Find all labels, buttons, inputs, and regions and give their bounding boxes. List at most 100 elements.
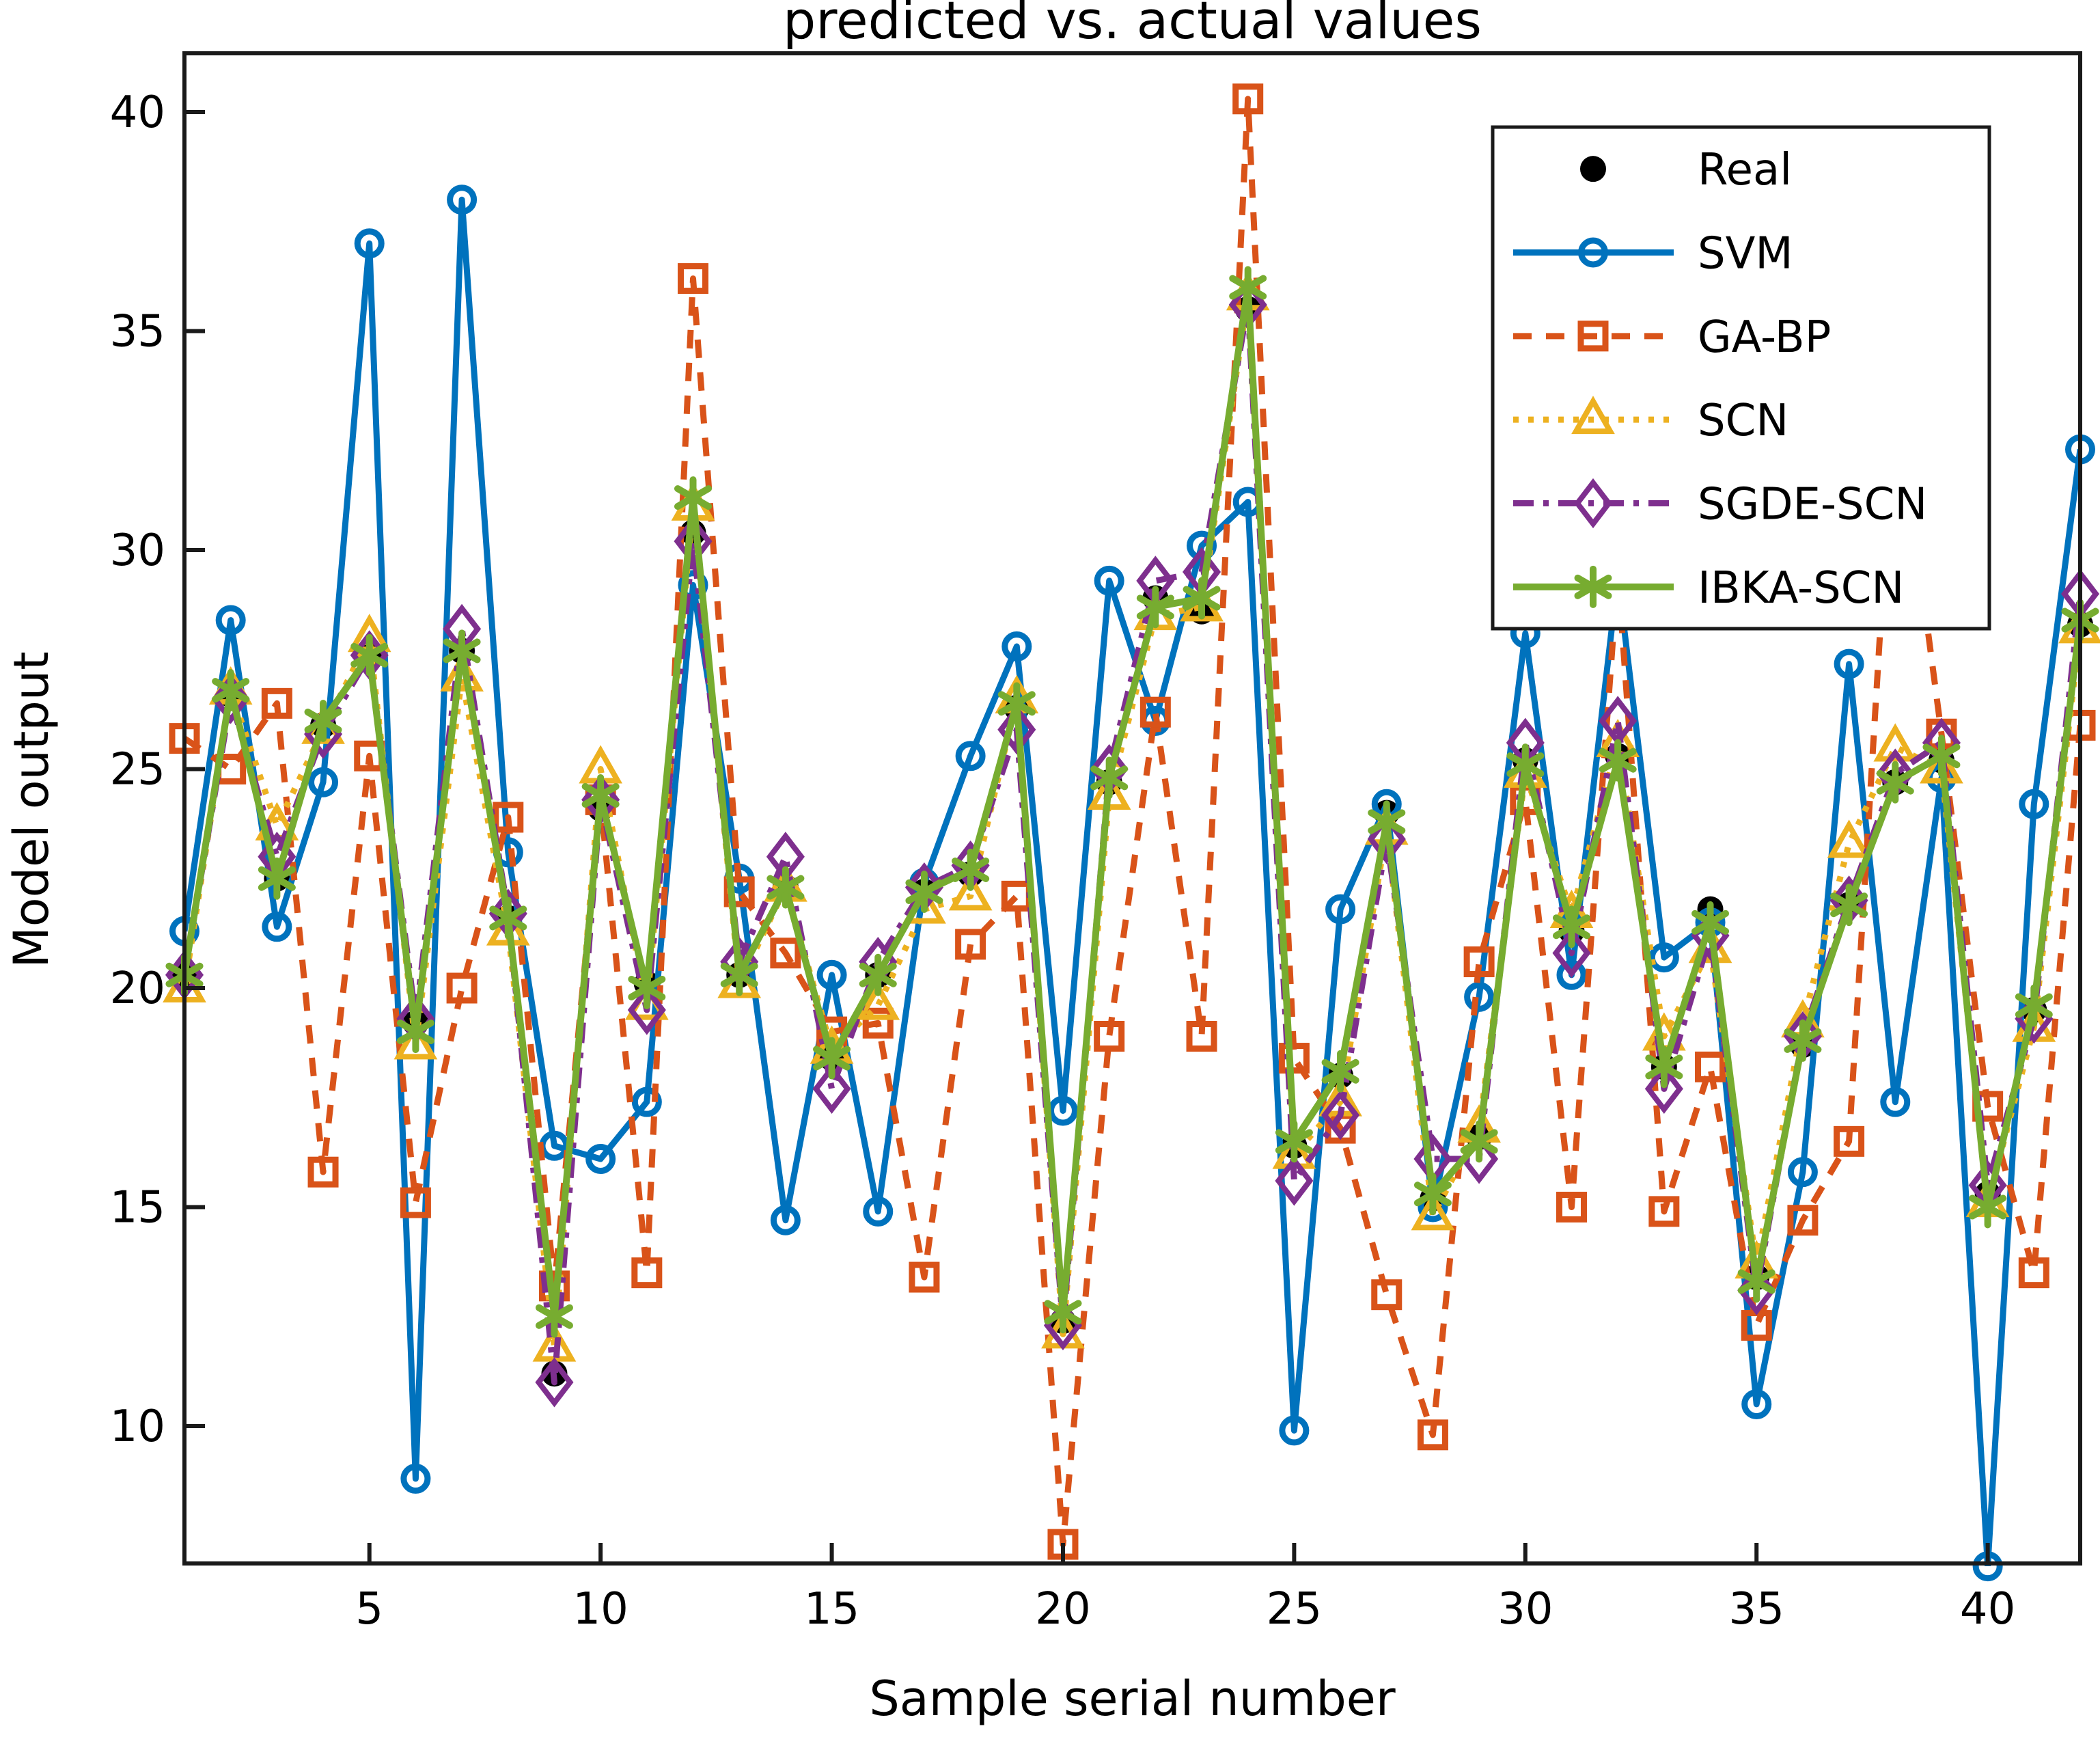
- asterisk-marker: [1737, 1269, 1776, 1294]
- asterisk-marker: [1090, 765, 1129, 791]
- x-tick-label: 15: [804, 1584, 859, 1635]
- chart-title: predicted vs. actual values: [783, 0, 1482, 51]
- square-marker: [1577, 320, 1609, 352]
- circle-marker: [816, 959, 847, 990]
- diamond-marker: [1552, 928, 1591, 979]
- diamond-marker: [1275, 1156, 1314, 1206]
- y-tick-label: 15: [110, 1183, 165, 1233]
- diamond-marker: [1321, 1090, 1360, 1140]
- ibka-scn-line: [183, 284, 2082, 1320]
- legend-label: SVM: [1698, 229, 1793, 279]
- circle-marker: [1741, 1389, 1772, 1419]
- square-marker: [1417, 1419, 1448, 1451]
- triangle-marker: [1827, 819, 1871, 858]
- asterisk-marker: [1784, 1028, 1822, 1053]
- circle-marker: [1094, 565, 1124, 596]
- circle-marker: [1834, 648, 1864, 679]
- diamond-marker: [1367, 814, 1406, 864]
- y-tick-label: 30: [110, 525, 165, 576]
- asterisk-marker: [1368, 809, 1406, 834]
- legend-entry-real: Real: [1580, 145, 1792, 195]
- y-tick-label: 25: [110, 745, 165, 795]
- square-marker: [1371, 1279, 1403, 1311]
- diamond-marker: [997, 705, 1036, 755]
- square-marker: [1139, 696, 1171, 728]
- plot-border: [182, 51, 2082, 1566]
- triangle-marker: [948, 872, 993, 911]
- square-marker: [1463, 946, 1495, 978]
- legend-label: IBKA-SCN: [1698, 563, 1904, 614]
- triangle-marker: [1873, 723, 1918, 762]
- circle-marker: [1279, 1415, 1310, 1446]
- square-marker: [446, 972, 478, 1004]
- asterisk-marker: [304, 708, 342, 733]
- y-axis-label: Model output: [3, 651, 59, 968]
- asterisk-marker: [720, 962, 758, 987]
- asterisk-marker: [1275, 1129, 1313, 1154]
- asterisk-marker: [1922, 743, 1961, 769]
- circle-marker: [354, 228, 385, 259]
- square-marker: [1695, 1051, 1726, 1082]
- circle-marker: [631, 1086, 662, 1117]
- circle-marker: [1787, 1157, 1818, 1188]
- asterisk-marker: [1574, 574, 1612, 599]
- square-marker: [631, 1257, 663, 1289]
- circle-marker: [863, 1196, 894, 1227]
- real-point-marker: [1580, 156, 1606, 182]
- asterisk-marker: [1506, 752, 1545, 778]
- circle-marker: [1880, 1086, 1911, 1117]
- square-marker: [1648, 1196, 1680, 1227]
- diamond-marker: [1644, 1063, 1683, 1115]
- x-tick-label: 5: [355, 1584, 383, 1635]
- circle-marker: [447, 184, 478, 215]
- x-tick-label: 35: [1729, 1584, 1784, 1635]
- asterisk-marker: [1460, 1129, 1498, 1154]
- asterisk-marker: [1691, 910, 1730, 935]
- square-marker: [1232, 83, 1264, 115]
- asterisk-marker: [396, 1020, 434, 1045]
- square-marker: [1556, 1192, 1587, 1222]
- x-tick-label: 20: [1035, 1584, 1090, 1635]
- asterisk-marker: [1044, 1300, 1082, 1325]
- diamond-marker: [1737, 1265, 1776, 1315]
- asterisk-marker: [952, 857, 990, 882]
- square-marker: [909, 1261, 940, 1293]
- axes-frame: 5 10 15 20 25 30 35 40 10 15 20 25 30 35 40: [110, 51, 2082, 1635]
- legend-box: [1491, 125, 1991, 631]
- legend-label: Real: [1698, 145, 1792, 195]
- square-marker: [261, 687, 292, 719]
- triangle-marker: [856, 981, 900, 1020]
- x-axis-label: Sample serial number: [869, 1671, 1395, 1727]
- circle-marker: [1464, 981, 1495, 1012]
- square-marker: [1094, 1021, 1125, 1052]
- circle-marker: [262, 912, 292, 942]
- ibka-scn-markers: [165, 266, 2099, 1338]
- square-marker: [1186, 1021, 1217, 1052]
- asterisk-marker: [1136, 594, 1174, 620]
- legend-label: SGDE-SCN: [1698, 480, 1927, 530]
- legend-entry-ga-bp: GA-BP: [1513, 312, 1831, 363]
- asterisk-marker: [813, 1046, 851, 1071]
- asterisk-marker: [1183, 586, 1221, 611]
- scn-line: [183, 292, 2082, 1351]
- circle-marker: [585, 1143, 616, 1174]
- asterisk-marker: [1830, 892, 1868, 918]
- legend-label: SCN: [1698, 396, 1788, 446]
- diamond-marker: [674, 516, 713, 566]
- circle-marker: [1648, 942, 1679, 973]
- asterisk-marker: [212, 678, 250, 703]
- circle-marker: [955, 741, 986, 771]
- x-tick-label: 30: [1497, 1584, 1553, 1635]
- square-marker: [723, 876, 755, 907]
- diamond-marker: [627, 985, 666, 1035]
- triangle-marker: [440, 653, 484, 692]
- asterisk-marker: [859, 962, 897, 987]
- svm-line: [183, 196, 2082, 1566]
- triangle-marker: [1411, 1192, 1455, 1231]
- asterisk-marker: [997, 691, 1036, 716]
- square-marker: [1787, 1205, 1819, 1236]
- x-tick-label: 10: [572, 1584, 628, 1635]
- series-ibka-scn: [165, 266, 2099, 1338]
- legend-entry-scn: SCN: [1513, 396, 1788, 446]
